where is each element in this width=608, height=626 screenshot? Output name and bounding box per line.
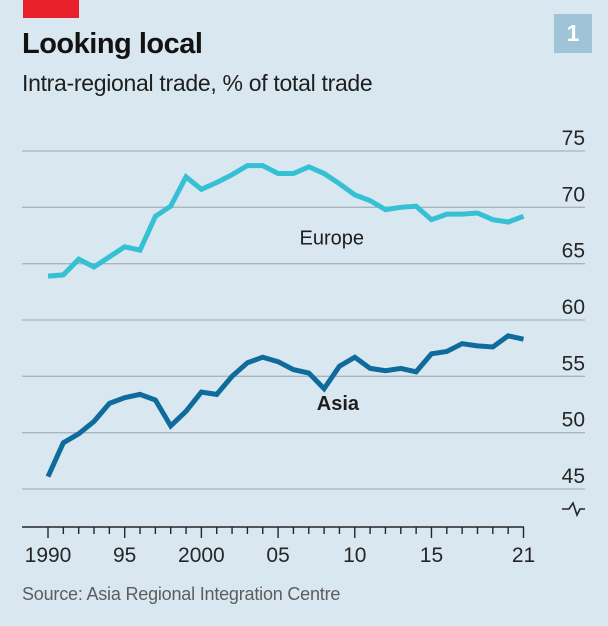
y-tick-label: 50 <box>562 409 585 432</box>
chart-number-badge: 1 <box>554 14 592 53</box>
y-axis-labels: 75 70 65 60 55 50 45 <box>562 127 585 488</box>
y-tick-label: 55 <box>562 352 585 375</box>
y-tick-label: 75 <box>562 127 585 150</box>
series-line-europe <box>47 163 525 279</box>
series-label-europe: Europe <box>300 228 365 250</box>
series-label-asia: Asia <box>317 393 360 415</box>
x-tick-label: 95 <box>113 544 136 567</box>
x-tick-label: 15 <box>420 544 443 567</box>
x-tick-label: 21 <box>512 544 535 567</box>
y-tick-label: 70 <box>562 183 585 206</box>
chart-subtitle: Intra-regional trade, % of total trade <box>22 70 373 96</box>
series-line-asia <box>45 333 525 478</box>
source-note: Source: Asia Regional Integration Centre <box>22 584 341 604</box>
y-tick-label: 65 <box>562 240 585 263</box>
x-tick-label: 2000 <box>178 544 225 567</box>
axis-break-icon <box>562 501 585 518</box>
y-tick-label: 60 <box>562 296 585 319</box>
series-lines <box>45 163 525 478</box>
chart-title: Looking local <box>22 28 203 60</box>
x-tick-label: 05 <box>266 544 289 567</box>
gridlines <box>22 150 585 490</box>
x-tick-label: 1990 <box>25 544 72 567</box>
x-axis: 1990 95 2000 05 10 15 21 <box>22 526 535 567</box>
red-tag-marker <box>23 0 79 18</box>
y-tick-label: 45 <box>562 465 585 488</box>
series-labels: Europe Asia <box>300 228 365 416</box>
x-tick-label: 10 <box>343 544 366 567</box>
